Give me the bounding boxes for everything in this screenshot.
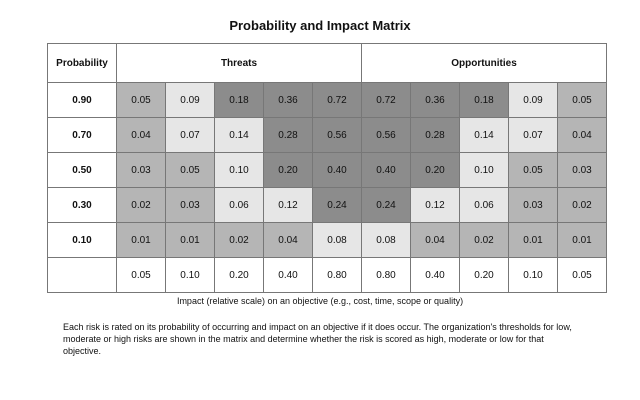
probability-cell: 0.10 [47,222,117,258]
threat-score-cell: 0.10 [214,152,264,188]
threat-score-cell: 0.05 [116,82,166,118]
explanatory-note: Each risk is rated on its probability of… [63,322,572,356]
probability-cell: 0.90 [47,82,117,118]
threat-score-cell: 0.01 [165,222,215,258]
opportunitie-score-cell: 0.72 [361,82,411,118]
threat-score-cell: 0.08 [312,222,362,258]
threat-score-cell: 0.07 [165,117,215,153]
opportunitie-score-cell: 0.02 [459,222,509,258]
opportunitie-score-cell: 0.03 [508,187,558,223]
opportunitie-score-cell: 0.36 [410,82,460,118]
probability-cell: 0.70 [47,117,117,153]
threat-score-cell: 0.56 [312,117,362,153]
threat-score-cell: 0.14 [214,117,264,153]
threat-score-cell: 0.02 [116,187,166,223]
impact-value-cell: 0.20 [459,257,509,293]
impact-scale-row: 0.05 0.10 0.20 0.40 0.80 0.80 0.40 0.20 0.10 0.05 [47,257,607,293]
threat-score-cell: 0.28 [263,117,313,153]
opportunitie-score-cell: 0.14 [459,117,509,153]
matrix-title: Probability and Impact Matrix [229,18,411,33]
threat-score-cell: 0.03 [116,152,166,188]
impact-value-cell: 0.20 [214,257,264,293]
impact-caption: Impact (relative scale) on an objective … [176,296,464,306]
opportunitie-score-cell: 0.12 [410,187,460,223]
impact-value-cell: 0.80 [361,257,411,293]
opportunitie-score-cell: 0.10 [459,152,509,188]
threat-score-cell: 0.72 [312,82,362,118]
threat-score-cell: 0.36 [263,82,313,118]
header-row: Probability Threats Opportunities [47,43,607,83]
opportunities-header: Opportunities [361,43,607,83]
threat-score-cell: 0.20 [263,152,313,188]
probability-cell: 0.50 [47,152,117,188]
opportunitie-score-cell: 0.02 [557,187,607,223]
opportunitie-score-cell: 0.05 [508,152,558,188]
opportunitie-score-cell: 0.40 [361,152,411,188]
opportunitie-score-cell: 0.20 [410,152,460,188]
threat-score-cell: 0.12 [263,187,313,223]
probability-cell: 0.30 [47,187,117,223]
impact-value-cell: 0.05 [116,257,166,293]
opportunitie-score-cell: 0.18 [459,82,509,118]
threat-score-cell: 0.09 [165,82,215,118]
impact-value-cell: 0.40 [410,257,460,293]
opportunitie-score-cell: 0.08 [361,222,411,258]
matrix-row: 0.50 0.03 0.05 0.10 0.20 0.40 0.40 0.20 0.10 0.05… [47,152,607,188]
matrix-row: 0.90 0.05 0.09 0.18 0.36 0.72 0.72 0.36 0.18 0.09… [47,82,607,118]
impact-value-cell: 0.40 [263,257,313,293]
threat-score-cell: 0.40 [312,152,362,188]
probability-impact-matrix: Probability Threats Opportunities 0.90 0.… [47,43,607,293]
opportunitie-score-cell: 0.04 [557,117,607,153]
threat-score-cell: 0.24 [312,187,362,223]
opportunitie-score-cell: 0.01 [508,222,558,258]
matrix-row: 0.30 0.02 0.03 0.06 0.12 0.24 0.24 0.12 0.06 0.03… [47,187,607,223]
opportunitie-score-cell: 0.24 [361,187,411,223]
matrix-row: 0.10 0.01 0.01 0.02 0.04 0.08 0.08 0.04 0.02 0.01… [47,222,607,258]
impact-value-cell: 0.10 [508,257,558,293]
opportunitie-score-cell: 0.01 [557,222,607,258]
threat-score-cell: 0.04 [116,117,166,153]
opportunitie-score-cell: 0.07 [508,117,558,153]
probability-header: Probability [47,43,117,83]
impact-value-cell: 0.05 [557,257,607,293]
opportunitie-score-cell: 0.56 [361,117,411,153]
threat-score-cell: 0.03 [165,187,215,223]
matrix-row: 0.70 0.04 0.07 0.14 0.28 0.56 0.56 0.28 0.14 0.07… [47,117,607,153]
opportunitie-score-cell: 0.09 [508,82,558,118]
empty-corner-cell [47,257,117,293]
threat-score-cell: 0.06 [214,187,264,223]
opportunitie-score-cell: 0.03 [557,152,607,188]
opportunitie-score-cell: 0.28 [410,117,460,153]
threat-score-cell: 0.18 [214,82,264,118]
impact-value-cell: 0.80 [312,257,362,293]
threat-score-cell: 0.05 [165,152,215,188]
threat-score-cell: 0.04 [263,222,313,258]
threat-score-cell: 0.01 [116,222,166,258]
opportunitie-score-cell: 0.06 [459,187,509,223]
threats-header: Threats [116,43,362,83]
impact-value-cell: 0.10 [165,257,215,293]
opportunitie-score-cell: 0.05 [557,82,607,118]
opportunitie-score-cell: 0.04 [410,222,460,258]
threat-score-cell: 0.02 [214,222,264,258]
